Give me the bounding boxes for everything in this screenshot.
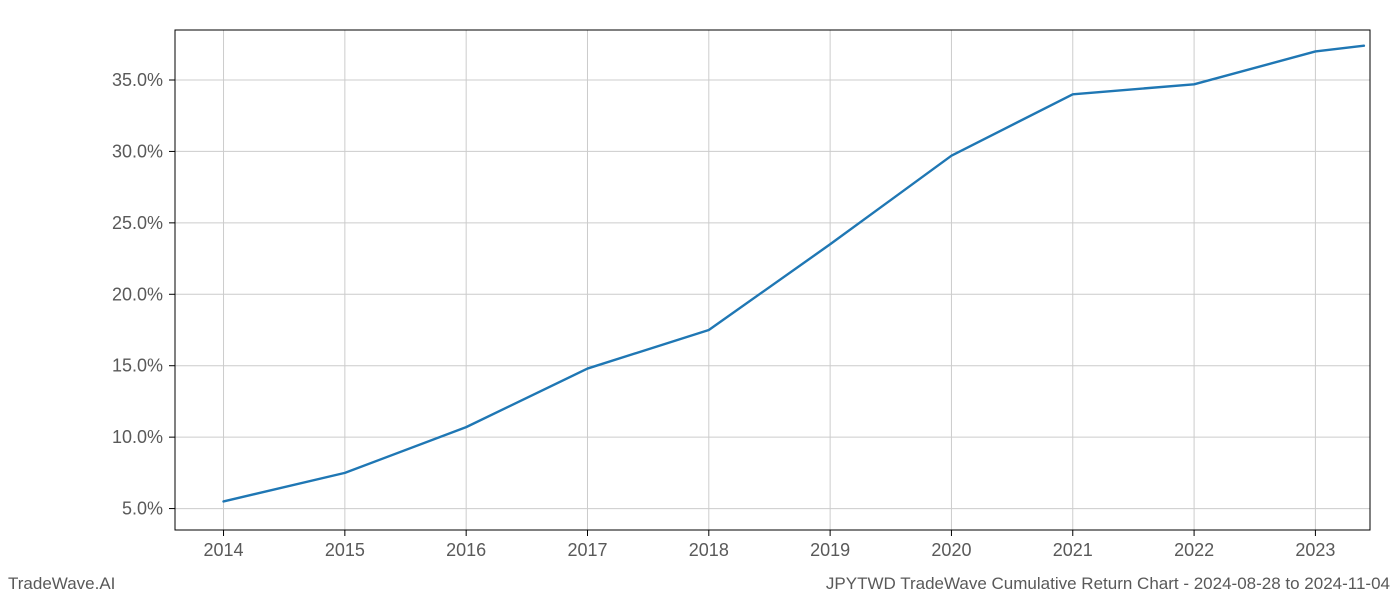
svg-text:2014: 2014 (204, 540, 244, 560)
svg-text:35.0%: 35.0% (112, 70, 163, 90)
svg-text:20.0%: 20.0% (112, 284, 163, 304)
chart-svg: 2014 2015 2016 2017 2018 2019 2020 2021 2022 2023… (0, 0, 1400, 600)
svg-text:2017: 2017 (567, 540, 607, 560)
svg-text:15.0%: 15.0% (112, 356, 163, 376)
svg-text:2023: 2023 (1295, 540, 1335, 560)
svg-text:10.0%: 10.0% (112, 427, 163, 447)
footer-brand: TradeWave.AI (8, 574, 115, 594)
svg-text:25.0%: 25.0% (112, 213, 163, 233)
svg-text:2021: 2021 (1053, 540, 1093, 560)
svg-text:2016: 2016 (446, 540, 486, 560)
svg-text:5.0%: 5.0% (122, 499, 163, 519)
svg-text:2022: 2022 (1174, 540, 1214, 560)
svg-text:2019: 2019 (810, 540, 850, 560)
svg-text:2018: 2018 (689, 540, 729, 560)
svg-text:2020: 2020 (931, 540, 971, 560)
svg-text:2015: 2015 (325, 540, 365, 560)
footer-caption: JPYTWD TradeWave Cumulative Return Chart… (826, 574, 1390, 594)
line-chart: 2014 2015 2016 2017 2018 2019 2020 2021 2022 2023… (0, 0, 1400, 600)
svg-text:30.0%: 30.0% (112, 141, 163, 161)
